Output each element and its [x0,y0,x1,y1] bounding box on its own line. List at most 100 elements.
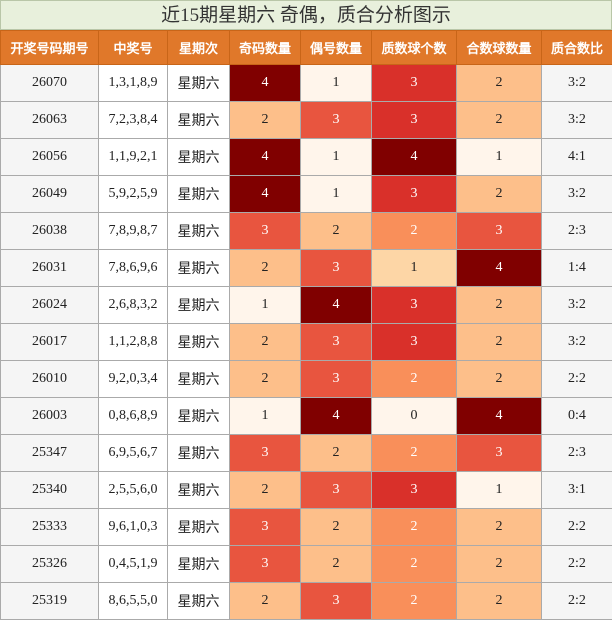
header-cell: 中奖号 [98,30,168,65]
table-row: 25326 0,4,5,1,9 星期六 3 2 2 2 2:2 [0,545,612,583]
table-cell: 0,8,6,8,9 [98,397,168,435]
table-cell: 3 [456,212,542,250]
table-cell: 2,6,8,3,2 [98,286,168,324]
table-cell: 3 [300,101,372,139]
table-cell: 1 [229,286,301,324]
table-cell: 2 [456,101,542,139]
table-cell: 4 [300,397,372,435]
table-cell: 7,8,9,8,7 [98,212,168,250]
table-cell: 星期六 [167,360,230,398]
table-cell: 2 [229,101,301,139]
table-cell: 9,6,1,0,3 [98,508,168,546]
title: 近15期星期六 奇偶，质合分析图示 [0,0,612,30]
table-cell: 星期六 [167,212,230,250]
table-row: 25333 9,6,1,0,3 星期六 3 2 2 2 2:2 [0,508,612,546]
table-row: 26038 7,8,9,8,7 星期六 3 2 2 3 2:3 [0,212,612,250]
table-cell: 2 [371,582,457,620]
header-cell: 星期次 [167,30,230,65]
table-cell: 7,8,6,9,6 [98,249,168,287]
table-cell: 2:2 [541,360,612,398]
table-cell: 星期六 [167,286,230,324]
analysis-table: 开奖号码期号 中奖号 星期次 奇码数量 偶号数量 质数球个数 合数球数量 质合数比 26070… [0,30,612,620]
table-cell: 2:2 [541,508,612,546]
table-cell: 26003 [0,397,99,435]
table-cell: 星期六 [167,545,230,583]
header-row: 开奖号码期号 中奖号 星期次 奇码数量 偶号数量 质数球个数 合数球数量 质合数比 [0,30,612,65]
table-cell: 2 [300,212,372,250]
table-cell: 2 [371,212,457,250]
table-cell: 2 [300,434,372,472]
table-cell: 1,1,2,8,8 [98,323,168,361]
table-cell: 3 [456,434,542,472]
table-cell: 星期六 [167,434,230,472]
table-cell: 26070 [0,64,99,102]
table-cell: 3 [229,434,301,472]
table-cell: 26056 [0,138,99,176]
table-cell: 4 [456,397,542,435]
table-cell: 3 [371,101,457,139]
table-cell: 1 [300,175,372,213]
table-cell: 2 [456,582,542,620]
table-cell: 2,5,5,6,0 [98,471,168,509]
table-cell: 星期六 [167,64,230,102]
table-cell: 6,9,5,6,7 [98,434,168,472]
table-cell: 26010 [0,360,99,398]
table-cell: 星期六 [167,101,230,139]
table-cell: 2 [371,360,457,398]
header-cell: 奇码数量 [229,30,301,65]
table-cell: 2:3 [541,434,612,472]
table-cell: 26063 [0,101,99,139]
table-cell: 26024 [0,286,99,324]
table-cell: 1 [371,249,457,287]
table-row: 26003 0,8,6,8,9 星期六 1 4 0 4 0:4 [0,397,612,435]
table-cell: 25319 [0,582,99,620]
header-cell: 合数球数量 [456,30,542,65]
table-cell: 0:4 [541,397,612,435]
table-cell: 25333 [0,508,99,546]
table-cell: 3:2 [541,64,612,102]
table-cell: 3 [300,360,372,398]
table-cell: 1,1,9,2,1 [98,138,168,176]
table-cell: 3 [371,286,457,324]
table-cell: 星期六 [167,397,230,435]
table-cell: 3:2 [541,286,612,324]
table-row: 26017 1,1,2,8,8 星期六 2 3 3 2 3:2 [0,323,612,361]
table-cell: 2 [456,286,542,324]
table-body: 26070 1,3,1,8,9 星期六 4 1 3 2 3:2 26063 7,2,3,8,4 星期… [0,64,612,620]
table-cell: 星期六 [167,471,230,509]
table-row: 26056 1,1,9,2,1 星期六 4 1 4 1 4:1 [0,138,612,176]
table-cell: 星期六 [167,582,230,620]
table-cell: 2 [456,508,542,546]
table-cell: 26031 [0,249,99,287]
table-cell: 4 [229,64,301,102]
table-cell: 星期六 [167,508,230,546]
table-cell: 4 [371,138,457,176]
table-cell: 2:2 [541,545,612,583]
table-cell: 星期六 [167,138,230,176]
table-cell: 2 [456,545,542,583]
header-cell: 质数球个数 [371,30,457,65]
table-row: 26070 1,3,1,8,9 星期六 4 1 3 2 3:2 [0,64,612,102]
table-cell: 1 [300,138,372,176]
table-cell: 2 [229,360,301,398]
table-cell: 25340 [0,471,99,509]
table-cell: 3:2 [541,175,612,213]
table-cell: 2 [229,323,301,361]
table-cell: 0,4,5,1,9 [98,545,168,583]
table-cell: 星期六 [167,175,230,213]
table-cell: 3:2 [541,323,612,361]
table-cell: 2 [371,434,457,472]
table-cell: 4 [229,138,301,176]
table-cell: 3 [371,471,457,509]
table-row: 26063 7,2,3,8,4 星期六 2 3 3 2 3:2 [0,101,612,139]
table-cell: 1 [456,138,542,176]
table-cell: 5,9,2,5,9 [98,175,168,213]
table-cell: 1:4 [541,249,612,287]
table-cell: 3 [229,508,301,546]
table-cell: 2 [229,249,301,287]
table-cell: 3 [300,323,372,361]
table-cell: 2 [371,545,457,583]
table-cell: 2 [456,175,542,213]
table-cell: 3 [300,582,372,620]
